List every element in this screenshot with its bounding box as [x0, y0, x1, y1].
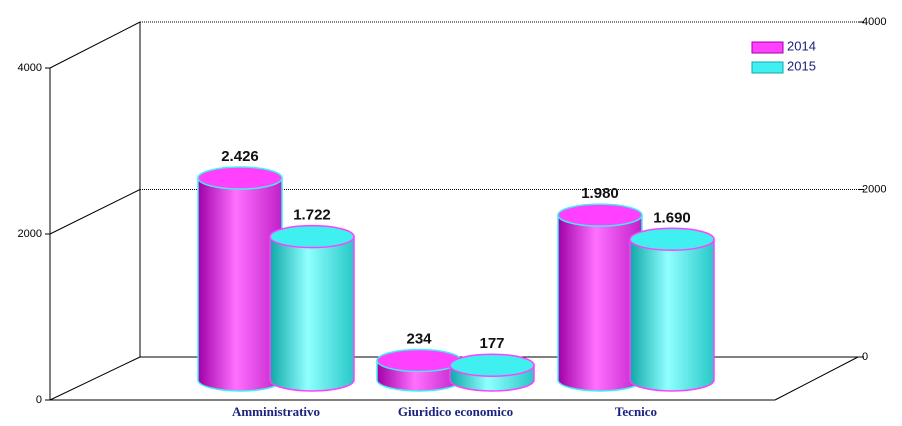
value-label: 234 [406, 330, 432, 347]
x-tick-label: Amministrativo [232, 404, 320, 419]
value-label: 177 [479, 335, 504, 352]
legend-label: 2014 [787, 38, 816, 53]
value-label: 1.690 [653, 209, 691, 226]
cylinder-top [629, 227, 715, 252]
frame [49, 22, 859, 401]
cylinder-top [269, 224, 355, 249]
depth-line [49, 21, 141, 69]
legend-swatch [751, 61, 784, 74]
x-tick-label: Tecnico [615, 404, 657, 419]
cylinder-top [197, 166, 283, 190]
x-tick-label: Giuridico economico [398, 404, 513, 419]
value-label: 1.980 [581, 185, 619, 202]
depth-line [49, 189, 141, 235]
cylinder-top [449, 353, 535, 378]
cylinder-top [376, 348, 462, 373]
y2-tick-label: 2000 [862, 183, 886, 195]
cylinder [269, 235, 355, 392]
y-tick-label: 4000 [18, 62, 42, 74]
legend-label: 2015 [787, 58, 816, 73]
y2-tick-label: 4000 [862, 16, 886, 28]
legend-swatch [751, 41, 784, 54]
depth-line [49, 356, 141, 401]
y-tick-label: 2000 [18, 228, 42, 240]
value-label: 2.426 [221, 148, 259, 165]
y2-tick-label: 0 [862, 351, 868, 363]
value-label: 1.722 [293, 207, 331, 224]
cylinder-top [557, 203, 643, 227]
y-tick-label: 0 [36, 394, 42, 406]
cylinder [629, 238, 715, 392]
